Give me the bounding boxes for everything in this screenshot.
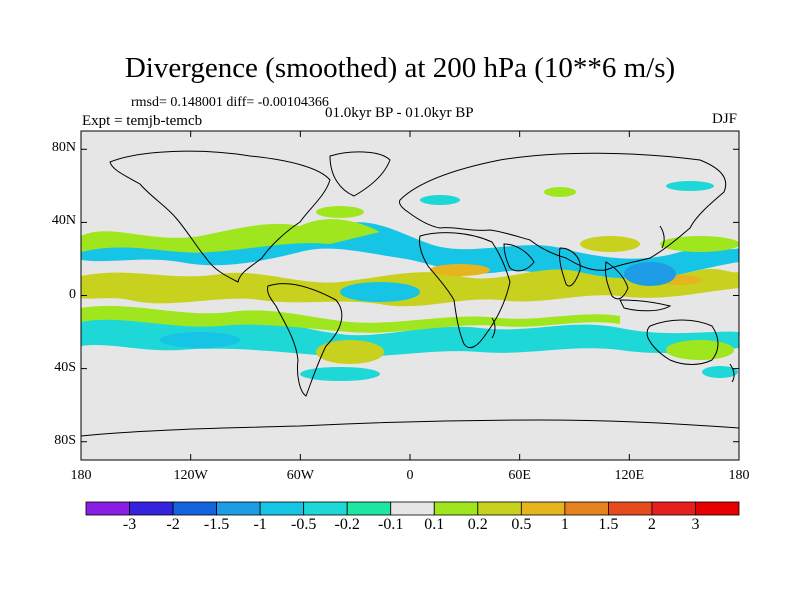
colorbar-label: -3 <box>122 516 137 533</box>
lat-tick-label: 40N <box>51 213 76 229</box>
lon-tick-label: 60W <box>286 468 314 483</box>
colorbar-swatch <box>608 501 653 516</box>
colorbar-swatch <box>129 501 174 516</box>
lon-tick-label: 180 <box>70 468 92 483</box>
period-label: 01.0kyr BP - 01.0kyr BP <box>325 105 474 121</box>
colorbar-label: 1 <box>560 516 569 533</box>
lon-tick-label: 120E <box>614 468 645 483</box>
colorbar-label: -0.2 <box>334 516 360 533</box>
field-negative-south-atlantic <box>300 367 380 381</box>
lat-tick-label: 40S <box>54 359 76 375</box>
coast-indonesia <box>619 299 672 312</box>
field-negative-warm-pool <box>624 262 676 286</box>
lat-tick-label: 80S <box>54 432 76 448</box>
coast-north-america <box>109 150 331 283</box>
colorbar-label: 3 <box>691 516 700 533</box>
coast-australia <box>646 319 719 365</box>
colorbar-label: 0.1 <box>424 516 445 533</box>
coastlines <box>81 150 739 437</box>
field-negative-band-sh <box>81 317 739 357</box>
field-negative-atlantic <box>340 282 420 302</box>
field-patch-europe <box>544 187 576 197</box>
colorbar-label: 0.5 <box>511 516 532 533</box>
stats-line: rmsd= 0.148001 diff= -0.00104366 <box>131 95 329 110</box>
colorbar-swatch <box>695 501 740 516</box>
colorbar-swatch <box>651 501 696 516</box>
lon-tick-label: 120W <box>173 468 208 483</box>
field-negative-band-nh <box>81 222 739 285</box>
colorbar <box>85 501 740 516</box>
field-strong-positive-indian <box>430 264 490 276</box>
coast-south-america <box>267 283 343 397</box>
field-negative-tasman <box>702 366 738 378</box>
colorbar-swatch <box>390 501 435 516</box>
divergence-field <box>81 181 739 381</box>
field-positive-band-sh <box>81 305 620 333</box>
field-positive-south-america <box>316 340 384 364</box>
colorbar-label: -0.5 <box>290 516 317 533</box>
colorbar-label: 2 <box>647 516 656 533</box>
field-patch-atlantic-n <box>420 195 460 205</box>
coast-arabia <box>503 243 535 272</box>
colorbar-label: 0.2 <box>467 516 488 533</box>
coast-japan <box>659 225 665 249</box>
field-positive-east-asia <box>580 236 640 252</box>
coast-new-zealand <box>729 363 735 383</box>
colorbar-swatch <box>303 501 348 516</box>
colorbar-swatch <box>259 501 305 516</box>
lon-tick-label: 0 <box>406 468 414 483</box>
coast-greenland <box>329 151 391 197</box>
colorbar-label: -0.1 <box>378 516 404 533</box>
lat-tick-label: 0 <box>69 286 76 302</box>
season-label: DJF <box>712 111 738 127</box>
lon-tick-label: 60E <box>508 468 531 483</box>
field-positive-australia <box>666 340 734 360</box>
field-positive-band-nh <box>81 219 380 253</box>
field-positive-pacific-nw <box>660 236 739 252</box>
lat-tick-label: 80N <box>51 140 76 156</box>
coast-eurasia <box>399 152 727 271</box>
coast-india <box>559 247 581 287</box>
colorbar-label: -2 <box>166 516 180 533</box>
axis-ticks <box>80 131 740 460</box>
coast-antarctica <box>81 419 739 437</box>
colorbar-swatch <box>520 501 566 516</box>
colorbar-swatch <box>216 501 261 516</box>
colorbar-swatch <box>477 501 522 516</box>
experiment-label: Expt = temjb-temcb <box>82 113 203 129</box>
colorbar-label: 1.5 <box>598 516 619 533</box>
colorbar-swatch <box>85 501 130 516</box>
coast-southeast-asia <box>605 261 629 300</box>
colorbar-label: -1 <box>253 516 267 533</box>
colorbar-swatch <box>564 501 609 516</box>
colorbar-swatch <box>346 501 392 516</box>
field-patch-north-pacific <box>316 206 364 218</box>
colorbar-swatch <box>172 501 217 516</box>
lon-tick-label: 180 <box>728 468 750 483</box>
coast-madagascar <box>491 317 496 339</box>
colorbar-swatch <box>433 501 479 516</box>
field-negative-south-pacific <box>160 332 240 348</box>
field-patch-siberia <box>666 181 714 191</box>
chart-title: Divergence (smoothed) at 200 hPa (10**6 … <box>124 52 676 84</box>
coast-africa <box>419 232 511 349</box>
colorbar-label: -1.5 <box>203 516 230 533</box>
